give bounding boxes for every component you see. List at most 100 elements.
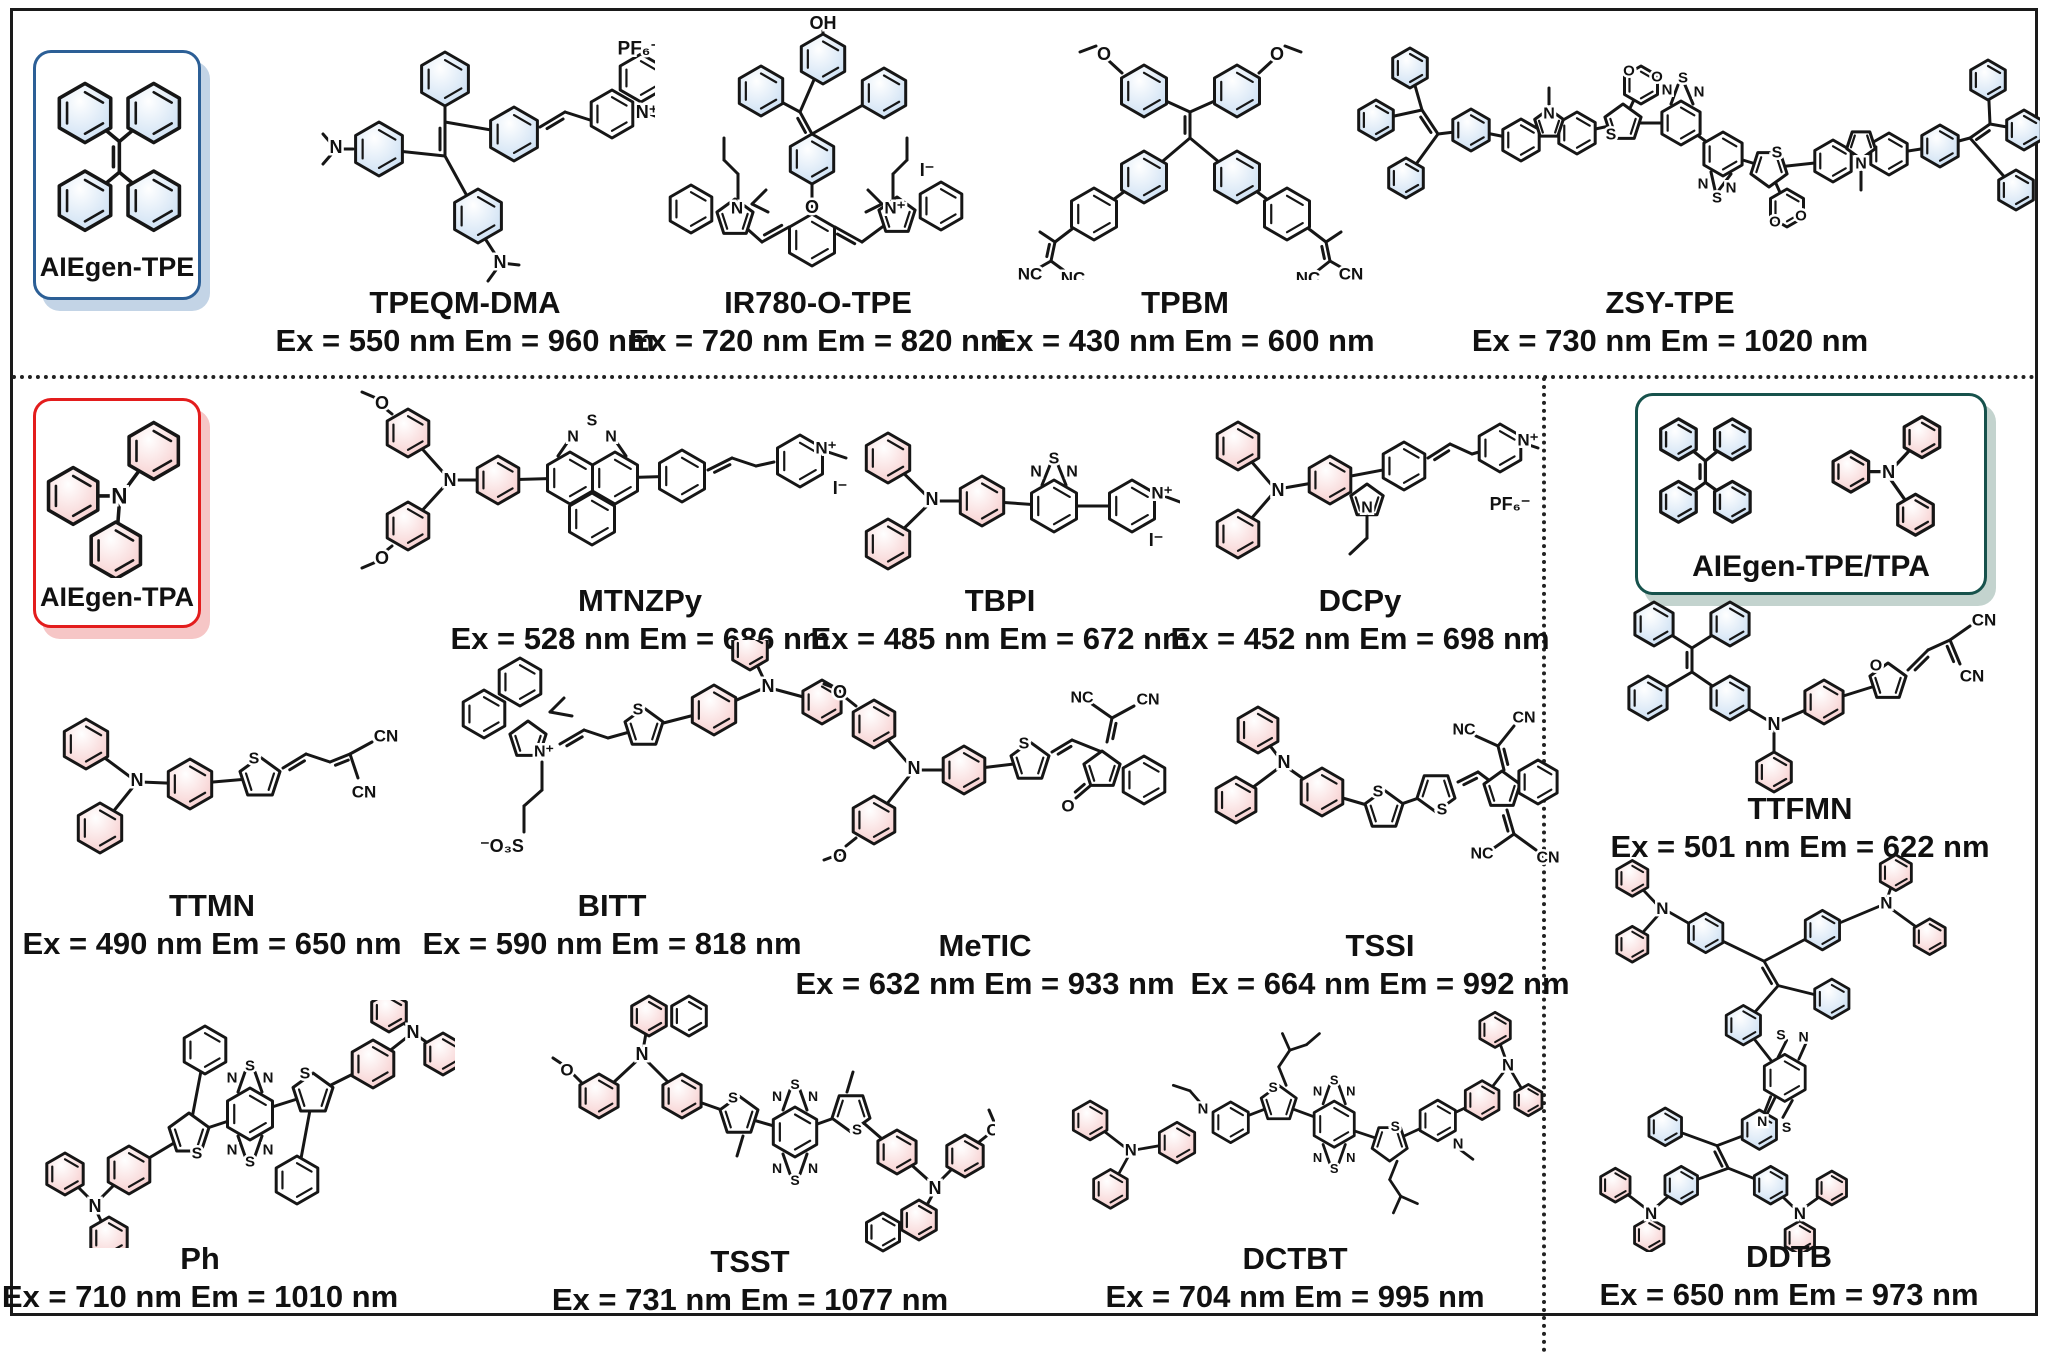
- legend-box-tpe-tpa: N AIEgen-TPE/TPA: [1635, 393, 1987, 595]
- svg-text:N: N: [605, 429, 617, 446]
- svg-text:S: S: [790, 1076, 799, 1092]
- legend-box-tpa: N AIEgen-TPA: [33, 398, 201, 628]
- svg-text:S: S: [587, 413, 598, 430]
- svg-text:O: O: [1795, 208, 1807, 225]
- svg-text:N⁺: N⁺: [884, 199, 905, 218]
- svg-text:N: N: [89, 1196, 102, 1216]
- svg-text:N: N: [1855, 156, 1867, 173]
- svg-text:S: S: [1019, 736, 1030, 753]
- svg-text:N: N: [407, 1022, 420, 1042]
- svg-text:S: S: [249, 751, 260, 768]
- compound-name-zsy_tpe: ZSY-TPE: [1605, 285, 1735, 320]
- horizontal-dotted-divider: [12, 375, 2036, 379]
- molecule-ttfmn: N O CN CN: [1627, 600, 1999, 794]
- svg-text:S: S: [245, 1058, 255, 1075]
- svg-text:N: N: [263, 1070, 274, 1087]
- svg-text:O: O: [805, 197, 819, 217]
- svg-text:N: N: [636, 1044, 649, 1064]
- svg-text:N: N: [772, 1088, 782, 1104]
- svg-text:S: S: [192, 1146, 203, 1163]
- vertical-dotted-divider: [1542, 377, 1546, 1353]
- svg-text:O: O: [1270, 44, 1284, 64]
- svg-text:N: N: [111, 483, 127, 508]
- compound-exem-ir780_o_tpe: Ex = 720 nm Em = 820 nm: [628, 323, 1008, 358]
- svg-text:O: O: [986, 1121, 995, 1140]
- molecule-ttmn: N S CN CN: [62, 717, 401, 855]
- compound-exem-dctbt: Ex = 704 nm Em = 995 nm: [1105, 1279, 1485, 1314]
- compound-exem-tpeqm_dma: Ex = 550 nm Em = 960 nm: [275, 323, 655, 358]
- legend-molecule: [57, 81, 182, 232]
- compound-name-metic: MeTIC: [938, 928, 1032, 963]
- svg-text:CN: CN: [352, 783, 377, 802]
- svg-text:S: S: [728, 1090, 738, 1107]
- svg-text:N: N: [131, 770, 144, 790]
- compound-exem-tsst: Ex = 731 nm Em = 1077 nm: [551, 1282, 949, 1317]
- svg-text:OH: OH: [810, 13, 837, 33]
- legend-molecule: N: [46, 420, 181, 579]
- svg-text:CN: CN: [1536, 850, 1559, 867]
- svg-text:I⁻: I⁻: [920, 160, 935, 180]
- svg-text:N: N: [1757, 1113, 1767, 1129]
- svg-text:CN: CN: [1512, 710, 1535, 727]
- svg-text:S: S: [1373, 784, 1384, 801]
- svg-text:PF₆⁻: PF₆⁻: [618, 39, 655, 60]
- svg-text:O: O: [1870, 658, 1882, 675]
- compound-exem-zsy_tpe: Ex = 730 nm Em = 1020 nm: [1471, 323, 1869, 358]
- svg-text:N: N: [263, 1142, 274, 1159]
- compound-exem-bitt: Ex = 590 nm Em = 818 nm: [422, 926, 802, 961]
- svg-text:S: S: [1772, 145, 1783, 162]
- molecule-ir780_o_tpe: OH O N N⁺ I⁻: [668, 12, 964, 268]
- svg-text:N⁺: N⁺: [636, 102, 655, 122]
- svg-text:CN: CN: [1972, 611, 1997, 630]
- tpa-structure-icon: N: [40, 409, 194, 582]
- svg-text:N: N: [567, 429, 579, 446]
- molecule-bitt: N⁺ ⁻O₃S S N: [461, 640, 843, 859]
- svg-text:S: S: [852, 1122, 862, 1139]
- svg-text:O: O: [1651, 69, 1663, 86]
- svg-text:N: N: [227, 1070, 238, 1087]
- svg-text:N: N: [1361, 500, 1373, 517]
- svg-text:N: N: [1794, 1204, 1806, 1223]
- compound-structure-bitt: N⁺ ⁻O₃S S N: [430, 640, 870, 890]
- svg-text:S: S: [1712, 190, 1722, 207]
- svg-text:N: N: [1698, 176, 1709, 193]
- svg-text:S: S: [1330, 1072, 1339, 1087]
- compound-name-dcpy: DCPy: [1318, 583, 1402, 618]
- compound-name-dctbt: DCTBT: [1242, 1241, 1348, 1276]
- svg-text:PF₆⁻: PF₆⁻: [1490, 494, 1531, 514]
- svg-text:NC: NC: [1452, 722, 1476, 739]
- svg-text:S: S: [1391, 1118, 1400, 1134]
- svg-text:NC: NC: [1018, 265, 1043, 281]
- svg-text:N: N: [1278, 752, 1291, 772]
- svg-text:O: O: [1769, 214, 1781, 231]
- compound-name-tbpi: TBPI: [964, 583, 1036, 618]
- compound-name-ttfmn: TTFMN: [1747, 791, 1853, 826]
- svg-text:N: N: [227, 1142, 238, 1159]
- compound-exem-metic: Ex = 632 nm Em = 933 nm: [795, 966, 1175, 1001]
- molecule-ddtb: N NS NN SN N: [1599, 853, 1947, 1252]
- svg-text:N: N: [929, 1178, 942, 1198]
- svg-text:⁻O₃S: ⁻O₃S: [480, 836, 524, 856]
- tpe-structure-icon: [40, 61, 194, 252]
- compound-structure-ttfmn: N O CN CN: [1590, 588, 2010, 796]
- compound-structure-tpbm: O O NC NC NC CN: [1008, 28, 1373, 281]
- svg-text:I⁻: I⁻: [1149, 530, 1164, 550]
- svg-text:N: N: [1313, 1083, 1322, 1098]
- compound-exem-ddtb: Ex = 650 nm Em = 973 nm: [1599, 1277, 1979, 1312]
- compound-name-bitt: BITT: [577, 888, 647, 923]
- svg-text:N: N: [1543, 106, 1555, 123]
- compound-exem-ttmn: Ex = 490 nm Em = 650 nm: [22, 926, 402, 961]
- compound-exem-tpbm: Ex = 430 nm Em = 600 nm: [995, 323, 1375, 358]
- svg-text:N: N: [1125, 1141, 1137, 1160]
- svg-text:N: N: [1880, 893, 1892, 912]
- svg-text:O: O: [560, 1061, 573, 1080]
- svg-text:N: N: [808, 1160, 818, 1176]
- compound-name-tsst: TSST: [710, 1244, 790, 1279]
- svg-text:S: S: [1678, 70, 1688, 87]
